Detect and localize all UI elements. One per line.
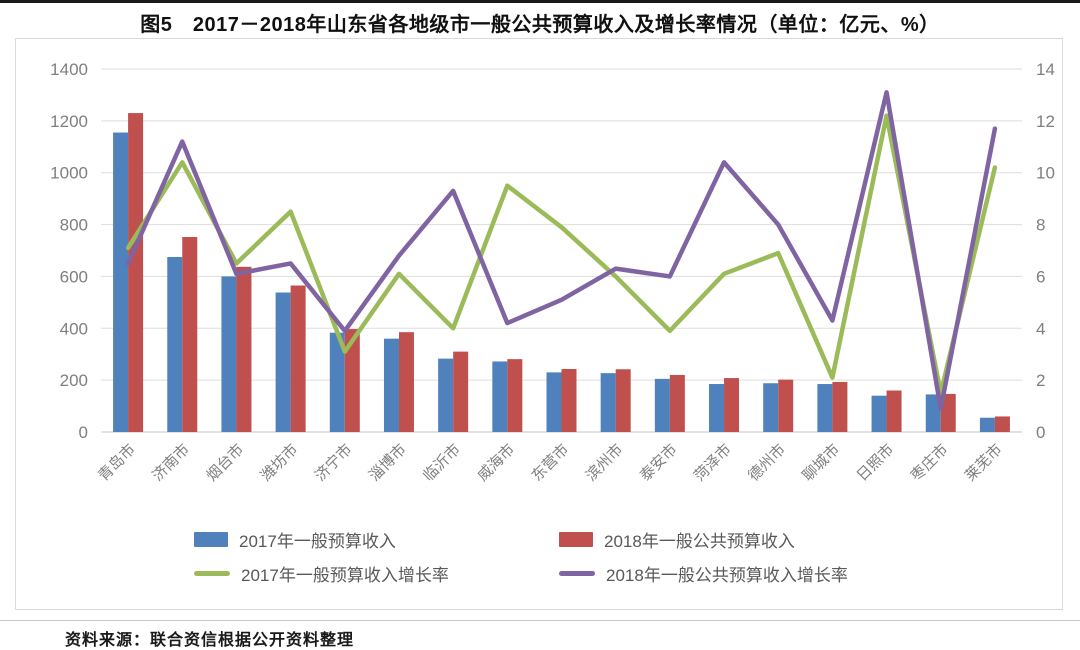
bar-2018-潍坊市[interactable]: [290, 285, 306, 432]
bar-2018-东营市[interactable]: [561, 368, 577, 432]
x-axis-label: 东营市: [528, 441, 572, 485]
bar-2018-滨州市[interactable]: [615, 369, 631, 432]
combo-chart-plot: 0 0200 2400 4600 6800 81000 101200 121400 14青岛市济…: [50, 60, 1055, 485]
left-axis-tick-label: 600: [60, 267, 88, 286]
legend-item-2017-revenue[interactable]: 2017年一般预算收入: [194, 527, 559, 552]
bar-2018-济宁市[interactable]: [344, 329, 360, 432]
legend-swatch-2017-growth: [194, 571, 230, 576]
bar-2017-青岛市[interactable]: [113, 132, 129, 432]
legend-swatch-2018-growth: [559, 571, 595, 576]
page-top-border: [0, 0, 1080, 3]
left-axis-tick-label: 0: [79, 423, 88, 442]
x-axis-label: 莱芜市: [962, 441, 1006, 485]
bar-2017-威海市[interactable]: [492, 361, 508, 432]
source-divider: [0, 620, 1080, 621]
bar-2018-泰安市[interactable]: [669, 374, 685, 432]
bar-2017-潍坊市[interactable]: [275, 292, 291, 432]
right-axis-tick-label: 8: [1036, 216, 1045, 235]
bar-2017-枣庄市[interactable]: [925, 394, 941, 432]
x-axis-label: 威海市: [474, 441, 518, 485]
figure-title: 图5 2017－2018年山东省各地级市一般公共预算收入及增长率情况（单位：亿元…: [140, 14, 940, 36]
growth-line-2018[interactable]: [125, 90, 998, 411]
chart-area: 0 0 200 2 400 4 600 6 800 8 1000 10 1200 12 1400 14 青岛市济…: [15, 38, 1063, 610]
x-axis-label: 潍坊市: [258, 441, 302, 485]
legend-item-2018-revenue[interactable]: 2018年一般公共预算收入: [559, 527, 1062, 552]
bar-2017-泰安市[interactable]: [654, 378, 670, 432]
bar-2018-菏泽市[interactable]: [724, 378, 740, 432]
legend-label-2017-revenue: 2017年一般预算收入: [239, 532, 396, 551]
bar-2018-烟台市[interactable]: [236, 266, 252, 432]
left-axis-tick-label: 400: [60, 319, 88, 338]
legend-swatch-2018-revenue: [559, 532, 593, 547]
growth-line-2017[interactable]: [125, 113, 998, 396]
x-axis-label: 淄博市: [366, 441, 410, 485]
bar-2017-济南市[interactable]: [167, 256, 183, 432]
left-axis-tick-label: 1000: [50, 164, 88, 183]
bar-2018-淄博市[interactable]: [398, 332, 414, 432]
bar-2017-菏泽市[interactable]: [709, 384, 725, 432]
bar-2018-日照市[interactable]: [886, 390, 902, 432]
x-axis-label: 枣庄市: [907, 440, 952, 485]
bar-2017-东营市[interactable]: [546, 372, 562, 432]
bar-2018-德州市[interactable]: [778, 379, 794, 432]
legend-label-2018-revenue: 2018年一般公共预算收入: [604, 532, 795, 551]
bar-2017-德州市[interactable]: [763, 383, 779, 432]
x-axis-label: 德州市: [744, 440, 789, 485]
bar-2018-青岛市[interactable]: [128, 113, 144, 432]
left-axis-tick-label: 800: [60, 216, 88, 235]
bar-2017-日照市[interactable]: [871, 395, 887, 432]
x-axis-label: 济宁市: [312, 441, 356, 485]
right-axis-tick-label: 2: [1036, 371, 1045, 390]
bar-2018-临沂市[interactable]: [453, 351, 469, 432]
left-axis-tick-label: 1200: [50, 112, 88, 131]
bar-2017-烟台市[interactable]: [221, 276, 237, 432]
right-axis-tick-label: 6: [1036, 267, 1045, 286]
bar-2017-济宁市[interactable]: [329, 332, 345, 432]
bar-2018-威海市[interactable]: [507, 359, 523, 432]
left-axis-tick-label: 200: [60, 371, 88, 390]
legend-swatch-2017-revenue: [194, 532, 228, 547]
x-axis-label: 烟台市: [203, 441, 247, 485]
x-axis-label: 菏泽市: [691, 441, 735, 485]
right-axis-tick-label: 14: [1036, 60, 1055, 79]
bar-2017-滨州市[interactable]: [600, 373, 616, 432]
right-axis-tick-label: 0: [1036, 423, 1045, 442]
legend-item-2017-growth[interactable]: 2017年一般预算收入增长率: [194, 561, 559, 586]
bar-2018-枣庄市[interactable]: [940, 393, 956, 432]
x-axis-label: 临沂市: [420, 441, 464, 485]
left-axis-tick-label: 1400: [50, 60, 88, 79]
x-axis-label: 青岛市: [95, 441, 139, 485]
bar-2017-淄博市[interactable]: [383, 338, 399, 432]
x-axis-label: 聊城市: [799, 441, 843, 485]
x-axis-label: 日照市: [854, 441, 898, 485]
x-axis-label: 泰安市: [637, 441, 681, 485]
bar-2017-聊城市[interactable]: [817, 384, 833, 432]
legend-label-2017-growth: 2017年一般预算收入增长率: [241, 566, 449, 585]
x-axis-label: 济南市: [149, 441, 193, 485]
legend-label-2018-growth: 2018年一般公共预算收入增长率: [606, 566, 848, 585]
bar-2018-莱芜市[interactable]: [994, 416, 1010, 432]
bar-2017-莱芜市[interactable]: [979, 417, 995, 432]
legend-item-2018-growth[interactable]: 2018年一般公共预算收入增长率: [559, 561, 1062, 586]
bar-2018-聊城市[interactable]: [832, 381, 848, 432]
source-note: 资料来源：联合资信根据公开资料整理: [65, 632, 355, 649]
bar-2018-济南市[interactable]: [182, 237, 198, 432]
right-axis-tick-label: 4: [1036, 319, 1045, 338]
chart-legend: 2017年一般预算收入 2018年一般公共预算收入 2017年一般预算收入增长率…: [194, 527, 1062, 586]
x-axis-label: 滨州市: [583, 441, 627, 485]
bar-2017-临沂市[interactable]: [438, 358, 454, 432]
right-axis-tick-label: 12: [1036, 112, 1055, 131]
right-axis-tick-label: 10: [1036, 164, 1055, 183]
